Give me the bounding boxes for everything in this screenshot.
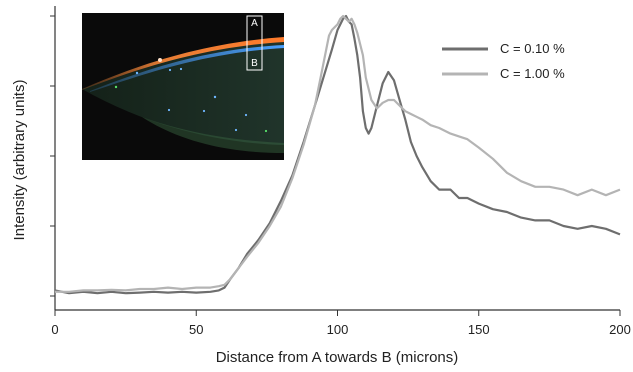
y-axis-title: Intensity (arbitrary units) [11, 80, 28, 241]
inset-orange-band [82, 37, 284, 90]
series-line-0 [54, 14, 621, 295]
x-tick-label: 0 [51, 322, 58, 337]
x-ticks: 0 50 100 150 200 [51, 310, 631, 337]
legend-label-0: C = 0.10 % [500, 41, 565, 56]
inset-dots [114, 58, 268, 133]
y-ticks [50, 15, 55, 297]
axes: 0 50 100 150 200 [50, 6, 631, 337]
inset-wedge-lower-glow [142, 117, 284, 153]
inset-ab-box [246, 15, 263, 71]
series-line-1 [55, 14, 621, 293]
legend: C = 0.10 % C = 1.00 % [442, 41, 565, 81]
legend-label-1: C = 1.00 % [500, 66, 565, 81]
x-tick-label: 50 [189, 322, 203, 337]
x-axis-title: Distance from A towards B (microns) [216, 349, 459, 366]
inset-label-b: B [251, 58, 258, 69]
x-tick-label: 100 [327, 322, 349, 337]
x-tick-label: 200 [609, 322, 631, 337]
series-layer [54, 14, 621, 295]
inset-image: A B [82, 13, 284, 160]
x-tick-label: 150 [468, 322, 490, 337]
inset-label-a: A [251, 18, 258, 29]
inset-wedge [82, 39, 284, 145]
